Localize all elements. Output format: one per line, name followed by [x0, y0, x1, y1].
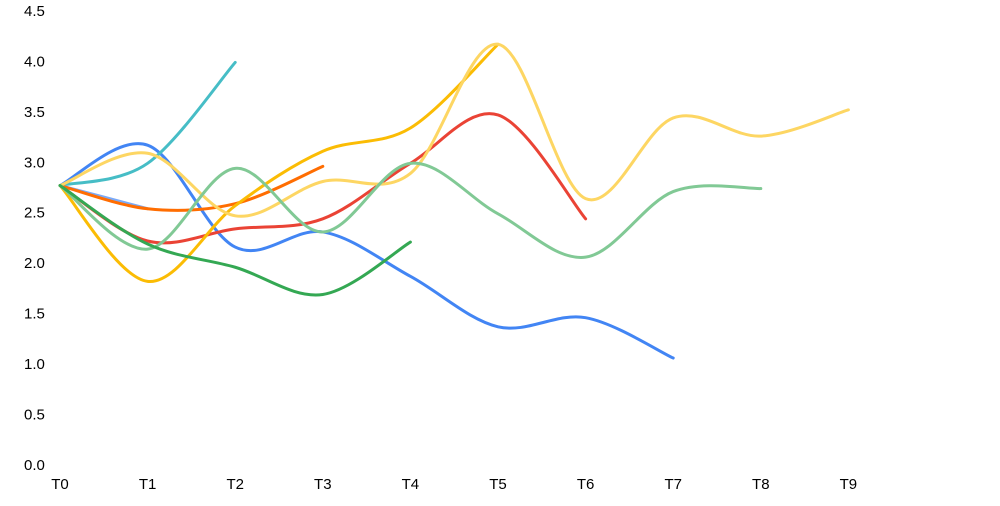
y-tick-label: 4.0 [24, 53, 45, 70]
x-tick-label: T5 [489, 476, 507, 493]
line [58, 142, 675, 360]
line [58, 60, 237, 188]
y-tick-label: 1.5 [24, 306, 45, 323]
line [58, 42, 850, 218]
y-tick-label: 4.5 [24, 3, 45, 20]
x-tick-label: T4 [402, 476, 420, 493]
x-tick-label: T1 [139, 476, 157, 493]
y-tick-label: 2.0 [24, 255, 45, 272]
y-tick-label: 2.5 [24, 205, 45, 222]
x-tick-label: T3 [314, 476, 332, 493]
x-tick-label: T6 [577, 476, 595, 493]
x-tick-label: T9 [840, 476, 858, 493]
line [58, 112, 588, 245]
y-tick-label: 0.5 [24, 407, 45, 424]
x-tick-label: T2 [226, 476, 244, 493]
x-tick-label: T0 [51, 476, 69, 493]
y-tick-label: 1.0 [24, 356, 45, 373]
line [58, 184, 412, 297]
line [58, 42, 500, 283]
y-tick-label: 3.5 [24, 104, 45, 121]
y-tick-label: 0.0 [24, 457, 45, 474]
x-tick-label: T8 [752, 476, 770, 493]
x-tick-label: T7 [664, 476, 682, 493]
line [58, 161, 763, 259]
y-tick-label: 3.0 [24, 154, 45, 171]
